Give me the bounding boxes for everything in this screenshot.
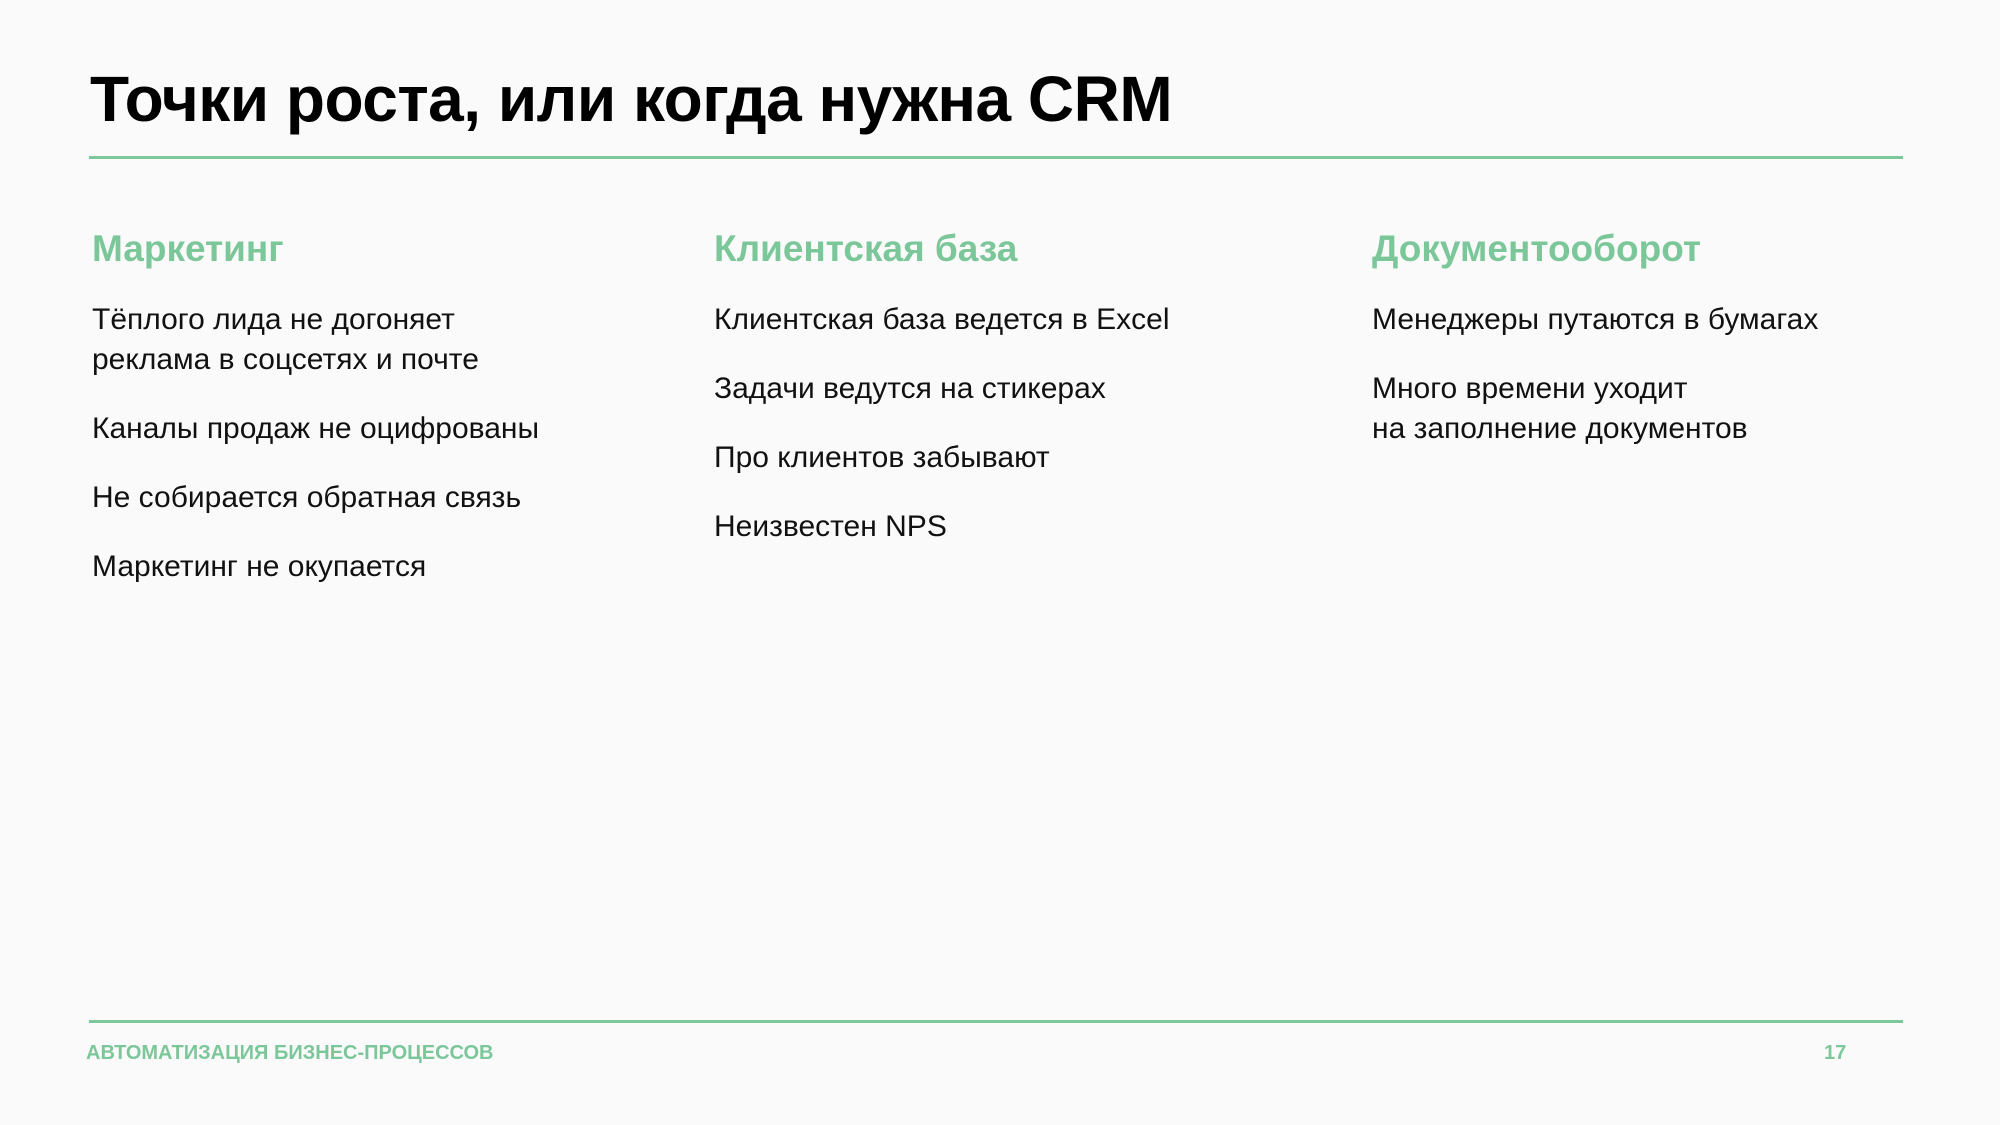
list-item: Не собирается обратная связь <box>92 481 522 514</box>
list-item: Маркетинг не окупается <box>92 550 427 583</box>
list-item: Каналы продаж не оцифрованы <box>92 412 540 445</box>
title-divider <box>89 156 1903 159</box>
list-item: Клиентская база ведется в Excel <box>714 303 1170 336</box>
column-heading: Документооборот <box>1372 228 1702 269</box>
column-heading: Клиентская база <box>714 228 1018 269</box>
footer-label: АВТОМАТИЗАЦИЯ БИЗНЕС-ПРОЦЕССОВ <box>86 1042 494 1064</box>
slide-title: Точки роста, или когда нужна CRM <box>90 63 1173 135</box>
column-marketing: Маркетинг Тёплого лида не догоняет рекла… <box>92 228 652 616</box>
footer-divider <box>89 1020 1903 1023</box>
list-item: Менеджеры путаются в бумагах <box>1372 303 1819 336</box>
column-heading: Маркетинг <box>92 228 284 269</box>
column-document-flow: Документооборот Менеджеры путаются в бум… <box>1372 228 1932 478</box>
list-item: Про клиентов забывают <box>714 441 1050 474</box>
column-client-base: Клиентская база Клиентская база ведется … <box>714 228 1274 576</box>
list-item: Задачи ведутся на стикерах <box>714 372 1106 405</box>
list-item: Неизвестен NPS <box>714 510 947 543</box>
list-item: Тёплого лида не догоняет реклама в соцсе… <box>92 303 479 376</box>
list-item: Много времени уходит на заполнение докум… <box>1372 372 1748 445</box>
page-number: 17 <box>1824 1042 1847 1064</box>
